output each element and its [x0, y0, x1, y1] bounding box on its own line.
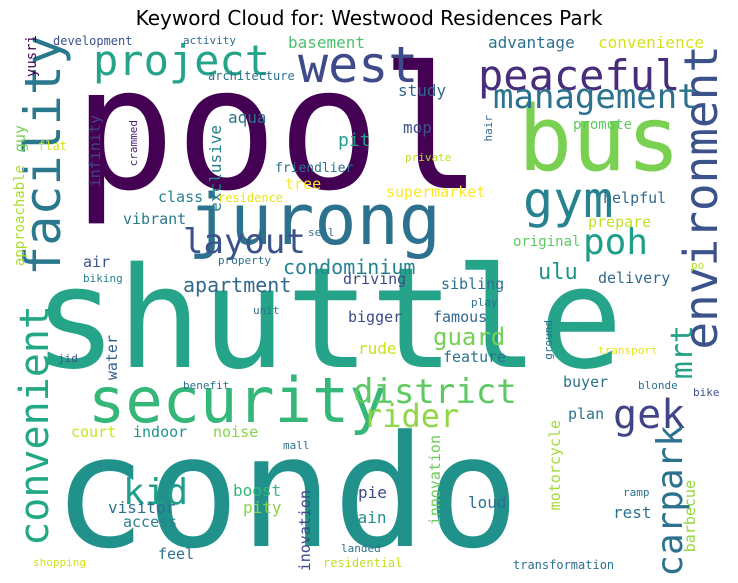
- word-court: court: [71, 423, 117, 441]
- word-innovation: innovation: [426, 435, 444, 526]
- word-crammed: crammed: [127, 120, 140, 167]
- word-bike: bike: [693, 386, 720, 399]
- word-pity: pity: [243, 498, 282, 517]
- word-original: original: [513, 234, 581, 250]
- word-transport: transport: [598, 344, 658, 357]
- word-convenience: convenience: [598, 35, 704, 52]
- word-bigger: bigger: [348, 308, 403, 326]
- word-visitor: visitor: [108, 498, 176, 517]
- word-residential: residential: [323, 556, 403, 570]
- word-landed: landed: [341, 542, 381, 555]
- word-convenient: convenient: [13, 305, 58, 546]
- word-rider: rider: [363, 397, 460, 435]
- word-activity: activity: [183, 35, 236, 47]
- word-gym: gym: [523, 171, 614, 229]
- word-pie: pie: [358, 483, 387, 502]
- word-private: private: [405, 151, 452, 164]
- word-buyer: buyer: [563, 373, 609, 391]
- word-layout: layout: [183, 222, 306, 262]
- word-biking: biking: [83, 272, 123, 285]
- word-property: property: [218, 254, 271, 267]
- chart-title: Keyword Cloud for: Westwood Residences P…: [135, 6, 603, 30]
- word-architecture: architecture: [208, 69, 295, 83]
- word-condominium: condominium: [283, 255, 416, 279]
- word-shuttle: shuttle: [33, 238, 624, 401]
- word-management: management: [493, 77, 698, 117]
- word-helpful: helpful: [603, 189, 667, 207]
- word-hair: hair: [482, 115, 495, 142]
- word-inovation: inovation: [296, 490, 314, 572]
- word-gek: gek: [613, 392, 686, 438]
- word-driving: driving: [343, 270, 407, 288]
- word-air: air: [83, 253, 111, 271]
- word-residence: residence: [218, 191, 284, 205]
- word-plan: plan: [568, 405, 605, 423]
- word-rude: rude: [358, 339, 397, 358]
- word-transformation: transformation: [513, 558, 615, 572]
- word-guard: guard: [433, 323, 506, 351]
- word-ramp: ramp: [623, 486, 650, 499]
- word-apartment: apartment: [183, 273, 292, 297]
- word-guy: guy: [13, 125, 29, 153]
- word-security: security: [88, 364, 387, 437]
- word-class: class: [158, 188, 204, 206]
- word-basement: basement: [288, 35, 366, 52]
- word-shopping: shopping: [33, 556, 86, 569]
- word-jid: jid: [58, 352, 78, 365]
- word-study: study: [398, 81, 447, 100]
- word-benefit: benefit: [183, 379, 230, 392]
- word-play: play: [471, 296, 498, 309]
- word-barbecue: barbecue: [681, 480, 699, 553]
- word-water: water: [103, 335, 121, 381]
- word-po: po: [691, 259, 705, 272]
- word-kid: kid: [123, 472, 189, 513]
- word-access: access: [123, 513, 178, 531]
- word-pit: pit: [338, 130, 371, 151]
- word-friendlier: friendlier: [275, 161, 354, 176]
- word-tree: tree: [285, 175, 322, 193]
- word-development: development: [53, 35, 133, 48]
- word-bus: bus: [518, 87, 681, 192]
- word-district: district: [353, 372, 517, 412]
- word-mop: mop: [403, 118, 432, 137]
- word-delivery: delivery: [598, 269, 671, 287]
- word-mrt: mrt: [665, 325, 700, 380]
- word-prepare: prepare: [588, 213, 652, 231]
- word-west: west: [298, 36, 419, 94]
- word-advantage: advantage: [488, 35, 575, 52]
- word-loud: loud: [468, 493, 507, 512]
- word-feel: feel: [158, 545, 195, 563]
- word-motorcycle: motorcycle: [546, 420, 564, 511]
- word-boost: boost: [233, 481, 282, 500]
- word-infinity: infinity: [86, 115, 104, 188]
- word-rain: rain: [348, 508, 387, 527]
- word-sibling: sibling: [441, 275, 505, 293]
- word-unit: unit: [253, 304, 280, 317]
- word-approachable: approachable: [13, 165, 28, 267]
- word-poh: poh: [583, 222, 649, 263]
- word-project: project: [93, 36, 271, 85]
- word-aqua: aqua: [228, 108, 267, 127]
- word-indoor: indoor: [133, 423, 188, 441]
- word-noise: noise: [213, 423, 259, 441]
- word-rest: rest: [613, 503, 652, 522]
- word-peaceful: peaceful: [478, 51, 681, 100]
- word-mall: mall: [283, 439, 310, 452]
- word-feature: feature: [443, 348, 507, 366]
- word-condo: condo: [53, 402, 520, 577]
- word-blonde: blonde: [638, 379, 678, 392]
- word-vibrant: vibrant: [123, 210, 187, 228]
- word-famous: famous: [433, 308, 488, 326]
- word-promote: promote: [573, 117, 633, 133]
- word-yusri: yusri: [24, 35, 40, 78]
- word-ulu: ulu: [538, 260, 578, 285]
- word-jurong: jurong: [188, 179, 441, 261]
- word-flat: flat: [38, 139, 67, 153]
- word-cloud: pool shuttle condo bus jurong environment secu…: [13, 35, 725, 577]
- word-ground: ground: [542, 320, 555, 360]
- word-sell: sell: [308, 226, 335, 239]
- word-supermarket: supermarket: [386, 183, 486, 201]
- word-pool: pool: [73, 35, 483, 229]
